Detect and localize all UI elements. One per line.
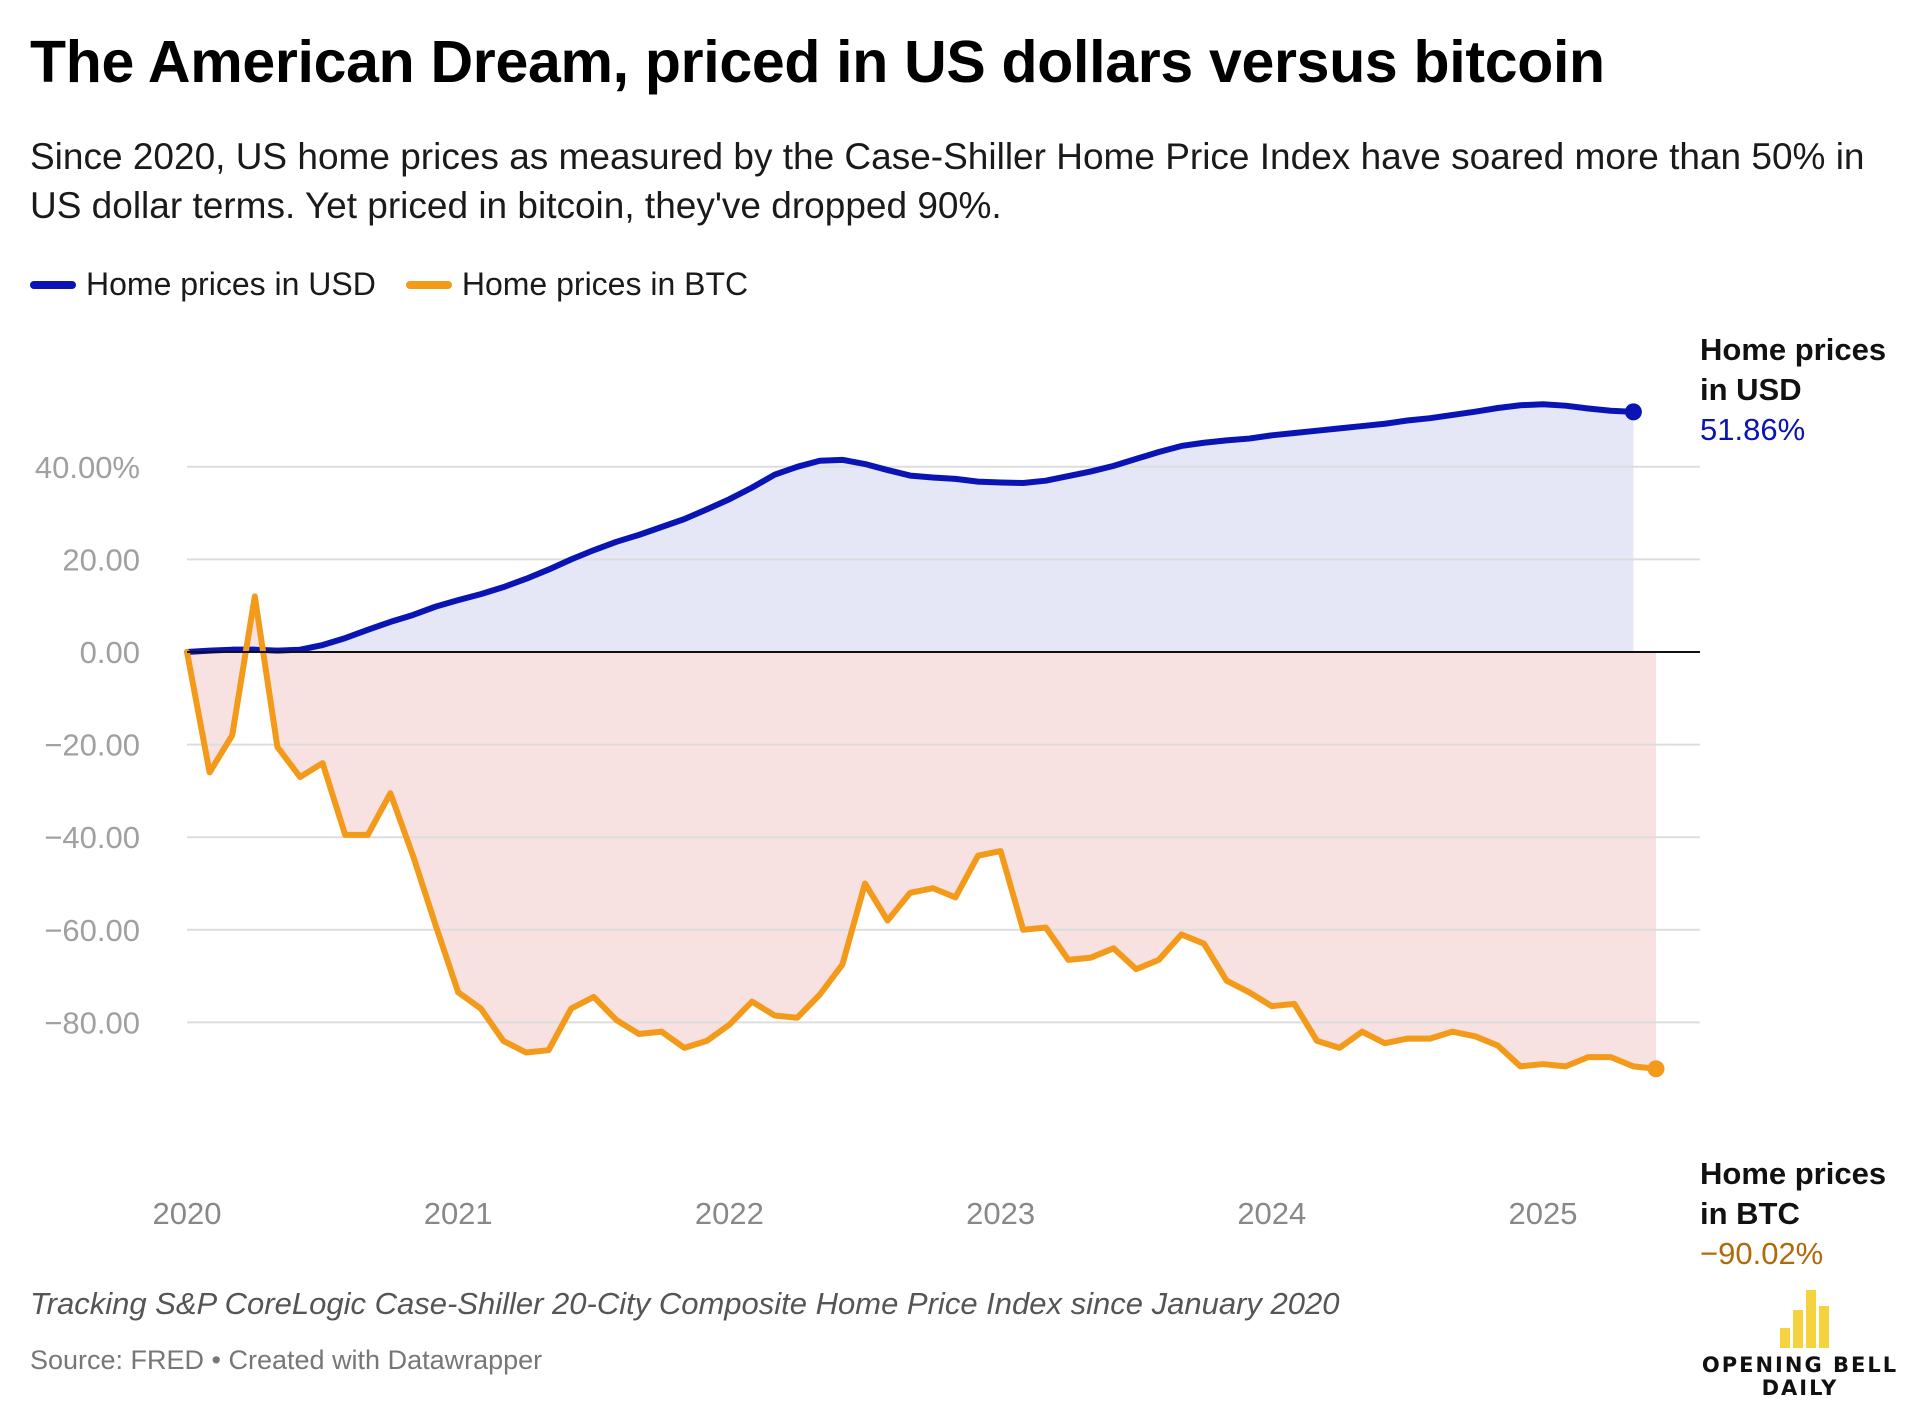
series-line-0 — [184, 401, 1637, 655]
legend-label-btc: Home prices in BTC — [461, 266, 749, 302]
x-tick-label: 2022 — [695, 1196, 764, 1231]
area-fill-1 — [187, 596, 1656, 1069]
end-label-usd-value: 51.86% — [1700, 412, 1806, 447]
legend-item-usd: Home prices in USD — [30, 266, 376, 303]
end-label-usd: Home prices in USD 51.86% — [1700, 330, 1886, 450]
legend-swatch-btc — [405, 280, 452, 289]
legend: Home prices in USD Home prices in BTC — [30, 266, 778, 303]
x-tick-label: 2024 — [1237, 1196, 1306, 1231]
series-line-1 — [184, 593, 1659, 1072]
chart-source: Source: FRED • Created with Datawrapper — [30, 1345, 543, 1375]
x-tick-label: 2020 — [153, 1196, 222, 1231]
y-tick-label: 20.00 — [62, 542, 140, 577]
end-label-btc: Home prices in BTC −90.02% — [1700, 1154, 1886, 1274]
y-tick-label: −60.00 — [44, 913, 140, 948]
x-tick-label: 2021 — [424, 1196, 493, 1231]
end-label-btc-name-1: Home prices — [1700, 1156, 1887, 1191]
y-tick-label: 40.00% — [35, 450, 140, 485]
opening-bell-daily-logo: OPENING BELL DAILY — [1690, 1280, 1910, 1404]
logo-bars-icon — [1780, 1290, 1840, 1348]
chart-note: Tracking S&P CoreLogic Case-Shiller 20-C… — [30, 1286, 1340, 1321]
end-label-usd-name-1: Home prices — [1700, 332, 1887, 367]
y-tick-label: −80.00 — [44, 1005, 140, 1040]
x-tick-label: 2025 — [1509, 1196, 1578, 1231]
end-point-1 — [1647, 1060, 1665, 1078]
y-tick-label: −40.00 — [44, 820, 140, 855]
end-label-btc-value: −90.02% — [1700, 1236, 1824, 1271]
y-tick-label: −20.00 — [44, 728, 140, 763]
x-tick-label: 2023 — [966, 1196, 1035, 1231]
y-tick-label: 0.00 — [80, 635, 140, 670]
chart-subtitle: Since 2020, US home prices as measured b… — [30, 136, 1865, 226]
end-label-btc-name-2: in BTC — [1700, 1196, 1800, 1231]
legend-item-btc: Home prices in BTC — [405, 266, 749, 303]
end-label-usd-name-2: in USD — [1700, 372, 1802, 407]
logo-text: OPENING BELL DAILY — [1701, 1353, 1899, 1400]
end-point-0 — [1624, 403, 1642, 421]
legend-label-usd: Home prices in USD — [86, 266, 376, 302]
chart-title: The American Dream, priced in US dollars… — [30, 29, 1605, 95]
legend-swatch-usd — [30, 280, 76, 289]
